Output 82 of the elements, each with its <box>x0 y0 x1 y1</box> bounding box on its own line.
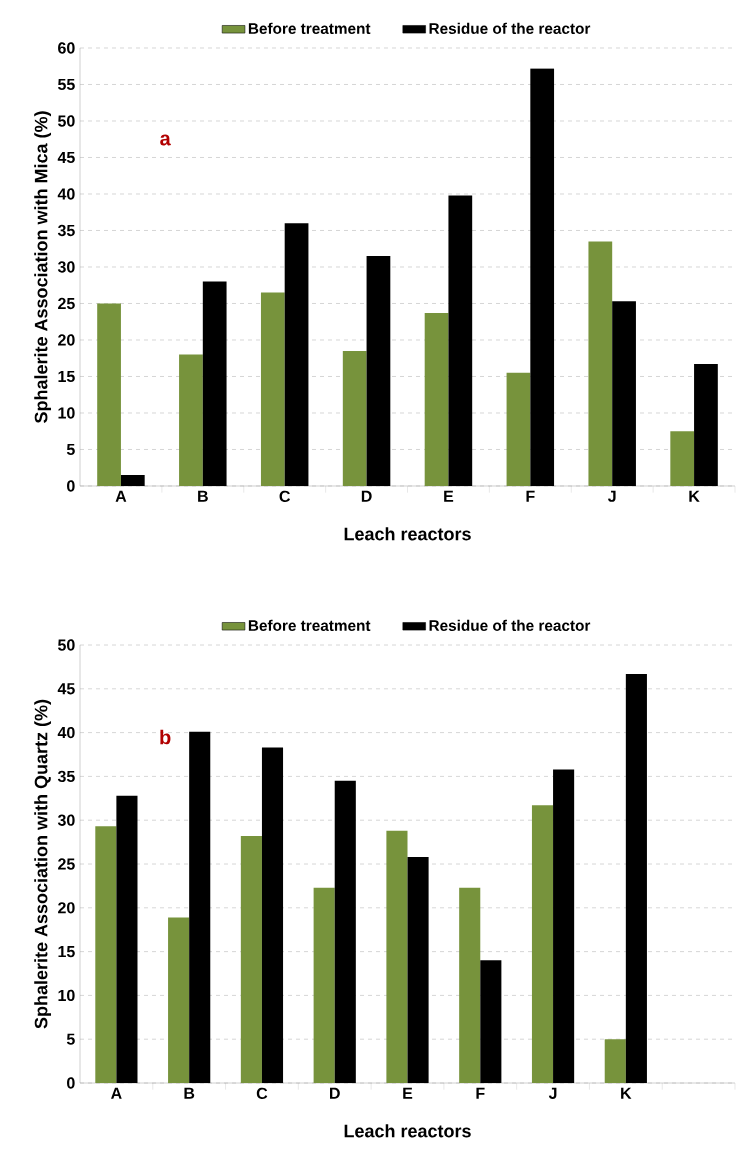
y-tick-label: 25 <box>58 858 75 870</box>
bar <box>424 312 449 486</box>
y-tick-label: 45 <box>57 151 75 164</box>
annotation: a <box>160 134 171 146</box>
legend-label: Residue of the reactor <box>429 619 591 631</box>
bar <box>260 292 285 486</box>
y-tick-label: 15 <box>58 370 75 383</box>
bar <box>168 917 190 1084</box>
bar <box>625 673 647 1084</box>
bar <box>313 887 335 1084</box>
bar <box>530 68 555 486</box>
y-tick-label: 60 <box>58 42 75 54</box>
bar <box>120 475 145 486</box>
x-axis-title: Leach reactors <box>344 527 471 541</box>
bar <box>407 857 429 1084</box>
bar <box>531 805 554 1084</box>
x-axis-title: Leach reactors <box>344 1124 471 1138</box>
y-tick-label: 10 <box>58 407 75 419</box>
bar <box>116 795 138 1084</box>
y-tick-label: 30 <box>57 261 75 273</box>
bar <box>506 372 531 486</box>
y-tick-label: 30 <box>57 814 75 826</box>
x-tick-label: F <box>526 490 535 502</box>
y-tick-label: 5 <box>66 1033 75 1045</box>
bar <box>342 350 367 486</box>
bar <box>694 364 718 486</box>
legend-label: Before treatment <box>248 619 371 631</box>
bar <box>612 301 636 486</box>
bar <box>261 747 284 1084</box>
bar <box>179 354 203 486</box>
y-tick-label: 35 <box>57 770 75 783</box>
bar <box>97 303 121 486</box>
y-tick-label: 15 <box>58 946 75 958</box>
legend-label: Before treatment <box>248 22 371 34</box>
x-tick-label: J <box>608 490 616 502</box>
bar <box>284 223 309 486</box>
bar <box>240 835 262 1084</box>
y-tick-label: 55 <box>58 78 75 91</box>
x-tick-label: F <box>476 1087 485 1099</box>
bar <box>588 241 613 486</box>
y-tick-label: 50 <box>58 639 75 651</box>
y-tick-label: 40 <box>57 188 75 200</box>
bar <box>448 195 473 486</box>
bar <box>480 960 502 1084</box>
bar <box>95 826 117 1084</box>
x-tick-label: D <box>330 1087 340 1099</box>
bar <box>553 769 575 1084</box>
y-tick-label: 50 <box>58 115 75 127</box>
y-tick-label: 35 <box>57 224 75 237</box>
y-tick-label: 0 <box>67 1077 75 1089</box>
x-tick-label: C <box>256 1087 268 1100</box>
y-tick-label: 25 <box>58 297 75 310</box>
x-tick-label: K <box>689 490 700 502</box>
bar <box>604 1039 626 1084</box>
bar <box>366 256 391 486</box>
x-tick-label: K <box>621 1087 632 1099</box>
x-tick-label: J <box>548 1087 557 1099</box>
y-axis-title: Sphalerite Association with Mica (%) <box>34 111 52 423</box>
y-tick-label: 5 <box>66 443 75 456</box>
y-tick-label: 20 <box>58 902 75 914</box>
bar <box>202 281 227 486</box>
x-tick-label: A <box>115 490 127 502</box>
legend-label: Residue of the reactor <box>429 22 591 34</box>
y-tick-label: 45 <box>57 683 75 695</box>
bar <box>459 887 481 1084</box>
bar <box>670 431 695 486</box>
y-tick-label: 40 <box>57 726 75 739</box>
x-tick-label: A <box>111 1087 122 1099</box>
x-tick-label: E <box>403 1087 413 1099</box>
x-tick-label: C <box>279 490 291 503</box>
x-tick-label: B <box>198 490 208 502</box>
bar <box>334 780 356 1084</box>
x-tick-label: D <box>361 490 372 502</box>
bar <box>189 731 211 1084</box>
y-tick-label: 0 <box>67 480 75 492</box>
y-tick-label: 20 <box>58 334 75 346</box>
x-tick-label: B <box>184 1087 195 1099</box>
y-tick-label: 10 <box>58 989 75 1002</box>
y-axis-title: Sphalerite Association with Quartz (%) <box>34 699 52 1029</box>
bar <box>386 830 408 1084</box>
annotation: b <box>160 729 171 745</box>
x-tick-label: E <box>444 490 454 502</box>
